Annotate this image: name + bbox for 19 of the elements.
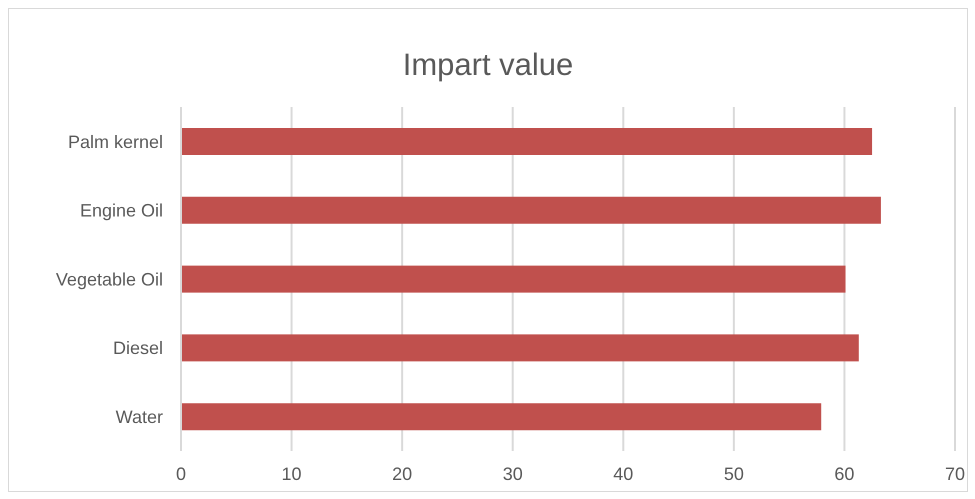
x-tick-label: 50: [724, 464, 744, 484]
y-tick-label: Engine Oil: [80, 200, 163, 221]
bar: [181, 266, 846, 293]
x-tick-label: 70: [944, 464, 966, 484]
bar: [181, 128, 872, 155]
y-tick-label: Water: [116, 406, 163, 427]
y-tick-label: Diesel: [112, 338, 163, 358]
x-tick-label: 60: [834, 464, 854, 484]
bar: [181, 196, 881, 224]
x-tick-label: 10: [282, 464, 302, 484]
y-tick-label: Vegetable Oil: [56, 269, 163, 290]
y-tick-label: Palm kernel: [68, 132, 163, 152]
x-tick-label: 40: [613, 464, 634, 484]
x-tick-label: 0: [176, 464, 186, 484]
bar: [181, 403, 822, 430]
bar: [181, 334, 859, 362]
x-tick-label: 20: [392, 464, 412, 484]
x-tick-label: 30: [502, 464, 523, 484]
chart-title: Impart value: [402, 46, 574, 84]
